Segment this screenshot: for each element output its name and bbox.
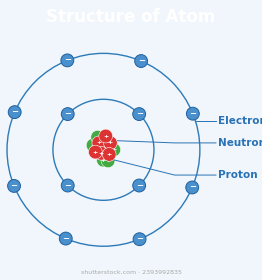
Circle shape [94, 141, 108, 154]
Circle shape [92, 136, 106, 150]
Text: −: − [136, 234, 143, 243]
Text: +: + [108, 140, 113, 145]
Circle shape [91, 130, 105, 144]
Circle shape [97, 153, 110, 167]
Text: −: − [64, 55, 71, 64]
Text: Proton: Proton [218, 170, 258, 180]
Circle shape [102, 148, 116, 161]
Circle shape [135, 55, 148, 67]
Text: Structure of Atom: Structure of Atom [46, 8, 216, 27]
Text: +: + [90, 143, 96, 148]
Text: +: + [99, 145, 104, 150]
Circle shape [186, 181, 199, 194]
Text: +: + [107, 152, 112, 157]
Circle shape [133, 108, 146, 120]
Text: +: + [101, 158, 106, 163]
Text: −: − [138, 56, 145, 65]
Text: +: + [105, 158, 111, 163]
Text: −: − [136, 181, 143, 190]
Circle shape [89, 145, 102, 159]
Circle shape [103, 136, 117, 150]
Circle shape [59, 232, 72, 245]
Text: −: − [11, 107, 18, 116]
Text: −: − [62, 234, 69, 242]
Text: −: − [189, 183, 196, 192]
Circle shape [61, 179, 74, 192]
Text: −: − [189, 109, 196, 118]
Circle shape [99, 129, 113, 143]
Circle shape [94, 146, 108, 160]
Text: Electron: Electron [218, 116, 262, 126]
Text: Neutron: Neutron [218, 138, 262, 148]
Text: +: + [103, 134, 108, 139]
Circle shape [107, 143, 121, 157]
Circle shape [61, 54, 74, 67]
Circle shape [8, 179, 20, 192]
Text: shutterstock.com · 2393992835: shutterstock.com · 2393992835 [80, 270, 182, 275]
Text: +: + [111, 147, 116, 152]
Circle shape [61, 108, 74, 120]
Text: −: − [64, 181, 71, 190]
Text: −: − [64, 109, 71, 118]
Circle shape [8, 106, 21, 118]
Circle shape [187, 107, 199, 120]
Circle shape [101, 154, 115, 168]
Text: −: − [136, 109, 143, 118]
Circle shape [86, 138, 100, 152]
Text: +: + [93, 150, 98, 155]
Text: +: + [96, 140, 101, 145]
Text: +: + [95, 135, 100, 140]
Circle shape [133, 233, 146, 246]
Text: −: − [10, 181, 18, 190]
Circle shape [133, 179, 146, 192]
Text: +: + [99, 151, 104, 156]
